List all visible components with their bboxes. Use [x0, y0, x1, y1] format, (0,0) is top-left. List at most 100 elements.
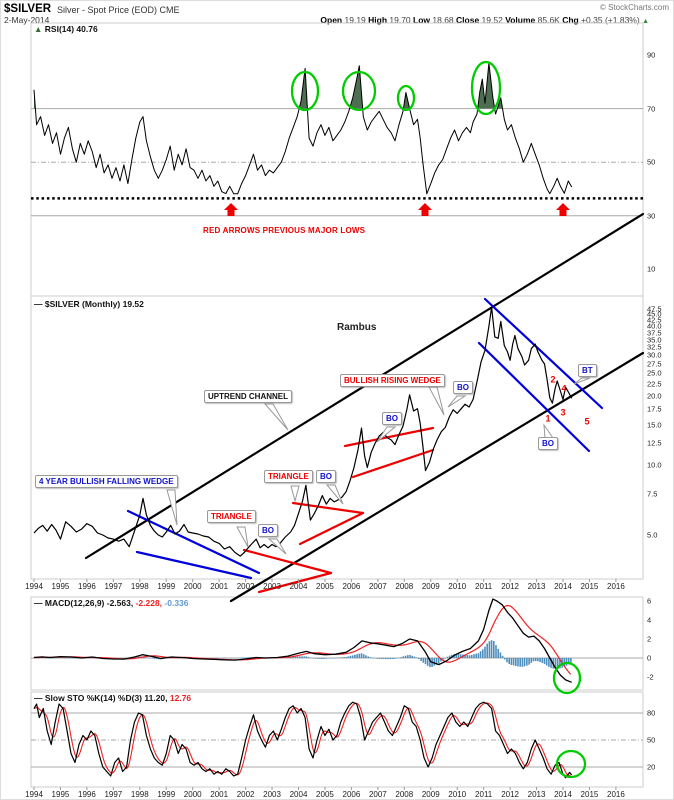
macd-histogram-bar: [464, 654, 466, 658]
price-legend-part: — $SILVER (Monthly) 19.52: [34, 299, 144, 309]
price-y-tick-label: 15.0: [647, 419, 662, 429]
price-y-tick-label: 5.0: [647, 530, 658, 540]
quote-value: +0.35 (+1.83%): [581, 15, 643, 25]
price-y-tick-label: 42.5: [647, 315, 662, 325]
sto-y-tick-label: 20: [647, 762, 656, 772]
quote-value: 85.6K: [537, 15, 563, 25]
price-y-tick-label: 7.5: [647, 489, 658, 499]
macd-histogram-bar: [455, 654, 458, 658]
sto-percent-k-line: [33, 701, 573, 779]
sto-x-year-label: 2000: [183, 790, 202, 799]
macd-histogram-bar: [415, 657, 418, 658]
macd-histogram-bar: [466, 655, 469, 658]
price-y-tick-label: 37.5: [647, 328, 662, 338]
rambus-watermark: Rambus: [337, 322, 377, 333]
macd-histogram-bar: [517, 658, 519, 667]
macd-histogram-bar: [296, 656, 299, 658]
macd-histogram-bar: [559, 658, 561, 669]
annotation-line-falling-wedge-left-upper: [126, 509, 261, 575]
price-y-tick-label: 45.0: [647, 309, 662, 319]
elliott-wave-number: 5: [584, 416, 590, 427]
sto-green-circle: [555, 749, 587, 779]
callout-bullish-rising-wedge: BULLISH RISING WEDGE: [340, 374, 445, 387]
price-y-tick-label: 35.0: [647, 334, 662, 344]
price-x-year-label: 2009: [421, 582, 440, 591]
sto-x-year-label: 1999: [157, 790, 176, 799]
rsi-legend: ▲ RSI(14) 40.76: [34, 25, 98, 34]
macd-histogram-bar: [135, 656, 138, 658]
rsi-y-tick-label: 30: [647, 211, 656, 221]
price-y-tick-label: 17.5: [647, 404, 662, 414]
macd-histogram-bar: [382, 658, 385, 659]
macd-histogram-bar: [484, 646, 486, 658]
rsi-y-tick-label: 70: [647, 103, 656, 113]
quote-label: High: [368, 15, 390, 25]
macd-histogram-bar: [435, 658, 438, 665]
macd-panel-frame: [30, 596, 644, 691]
macd-histogram-bar: [515, 658, 517, 666]
macd-histogram-bar: [292, 656, 294, 658]
macd-histogram-bar: [420, 658, 422, 661]
macd-histogram-bar: [299, 656, 301, 658]
price-y-tick-label: 22.5: [647, 379, 662, 389]
macd-histogram-bar: [490, 640, 493, 658]
macd-histogram-bar: [358, 653, 361, 658]
sto-x-year-label: 2012: [501, 790, 519, 799]
callout-triangle: TRIANGLE: [207, 510, 256, 523]
macd-histogram-bar: [437, 658, 440, 664]
rsi-y-tick-label: 50: [647, 157, 656, 167]
macd-y-tick-label: 6: [647, 596, 652, 606]
price-x-year-label: 1995: [51, 582, 70, 591]
price-x-year-label: 2006: [342, 582, 361, 591]
price-x-year-label: 1999: [157, 582, 176, 591]
rsi-peak-green-circle: [396, 84, 416, 112]
quote-label: Close: [456, 15, 482, 25]
sto-x-year-label: 2007: [368, 790, 387, 799]
macd-y-tick-label: 2: [647, 634, 652, 644]
macd-histogram-bar: [385, 658, 387, 660]
macd-histogram-bar: [347, 656, 350, 658]
quote-value: 19.19: [344, 15, 369, 25]
macd-histogram-bar: [508, 658, 510, 664]
price-x-year-label: 2000: [183, 582, 202, 591]
callout-tail: [376, 426, 397, 443]
annotation-line-falling-wedge-left-lower: [135, 550, 253, 580]
elliott-wave-number: 3: [560, 407, 566, 418]
annotation-line-triangle1-upper: [242, 548, 333, 575]
callout-uptrend-channel: UPTREND CHANNEL: [204, 390, 292, 403]
price-x-year-label: 2008: [395, 582, 414, 591]
macd-histogram-bar: [305, 656, 308, 658]
sto-x-year-label: 2008: [395, 790, 414, 799]
macd-histogram-bar: [393, 658, 396, 659]
macd-legend: — MACD(12,26,9) -2.563, -2.228, -0.336: [34, 599, 189, 608]
macd-histogram-bar: [534, 658, 537, 662]
callout-bo: BO: [382, 412, 402, 425]
sto-y-tick-label: 50: [647, 735, 656, 745]
macd-histogram-bar: [488, 641, 491, 658]
macd-histogram-bar: [318, 658, 321, 659]
macd-histogram-bar: [290, 656, 292, 658]
ticker-symbol: $SILVER: [4, 3, 52, 15]
macd-histogram-bar: [512, 658, 515, 666]
quote-label: Chg: [562, 15, 582, 25]
rsi-peak-green-circle: [470, 60, 502, 116]
price-x-year-label: 1997: [104, 582, 123, 591]
sto-x-year-label: 1995: [51, 790, 70, 799]
annotation-line-triangle2-upper: [291, 501, 365, 515]
price-x-year-label: 1994: [25, 582, 43, 591]
callout-tail: [263, 403, 289, 431]
macd-histogram-bar: [402, 656, 405, 658]
quote-date: 2-May-2014: [4, 15, 50, 25]
macd-histogram-bar: [440, 658, 442, 662]
macd-histogram-bar: [422, 658, 425, 663]
macd-histogram-bar: [519, 658, 521, 667]
macd-histogram-bar: [400, 657, 402, 658]
price-y-tick-label: 40.0: [647, 321, 662, 331]
macd-histogram-bar: [314, 658, 317, 659]
macd-histogram-bar: [526, 658, 528, 666]
rsi-panel-frame: [30, 22, 644, 297]
macd-histogram-bar: [307, 657, 310, 658]
macd-histogram-bar: [365, 655, 367, 658]
macd-histogram-bar: [479, 651, 482, 658]
